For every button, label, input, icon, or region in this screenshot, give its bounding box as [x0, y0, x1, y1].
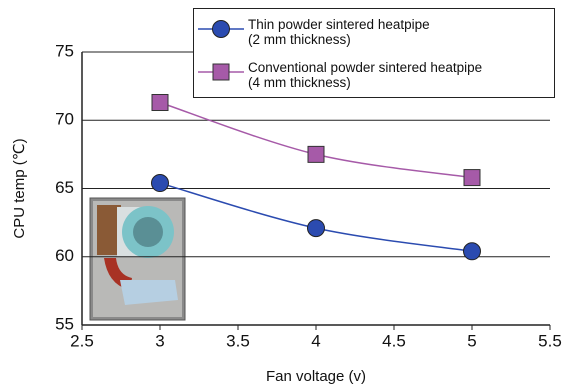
legend-swatch	[194, 15, 248, 45]
marker	[464, 243, 481, 260]
x-tick-label: 3.5	[226, 331, 250, 350]
marker	[152, 95, 168, 111]
legend-label: Thin powder sintered heatpipe (2 mm thic…	[248, 17, 430, 47]
marker	[308, 146, 324, 162]
series-line	[160, 103, 472, 178]
x-tick-label: 2.5	[70, 331, 94, 350]
x-tick-label: 4.5	[382, 331, 406, 350]
y-tick-label: 70	[55, 110, 74, 129]
marker	[308, 220, 325, 237]
x-tick-label: 5.5	[538, 331, 562, 350]
inset-photo	[90, 198, 185, 320]
series-line	[160, 183, 472, 251]
marker	[152, 175, 169, 192]
x-tick-label: 4	[311, 331, 320, 350]
y-tick-label: 65	[55, 178, 74, 197]
legend-item: Conventional powder sintered heatpipe (4…	[194, 58, 554, 98]
x-tick-label: 5	[467, 331, 476, 350]
legend-marker	[213, 64, 229, 80]
legend-swatch	[194, 58, 248, 88]
page: 55606570752.533.544.555.5Fan voltage (v)…	[0, 0, 565, 387]
x-tick-label: 3	[155, 331, 164, 350]
y-tick-label: 60	[55, 246, 74, 265]
legend-marker	[213, 21, 230, 38]
legend: Thin powder sintered heatpipe (2 mm thic…	[193, 8, 555, 98]
y-tick-label: 75	[55, 41, 74, 60]
y-axis-label: CPU temp (℃)	[11, 138, 28, 238]
marker	[464, 170, 480, 186]
x-axis-label: Fan voltage (v)	[266, 368, 366, 385]
legend-label: Conventional powder sintered heatpipe (4…	[248, 60, 482, 90]
legend-item: Thin powder sintered heatpipe (2 mm thic…	[194, 15, 554, 55]
